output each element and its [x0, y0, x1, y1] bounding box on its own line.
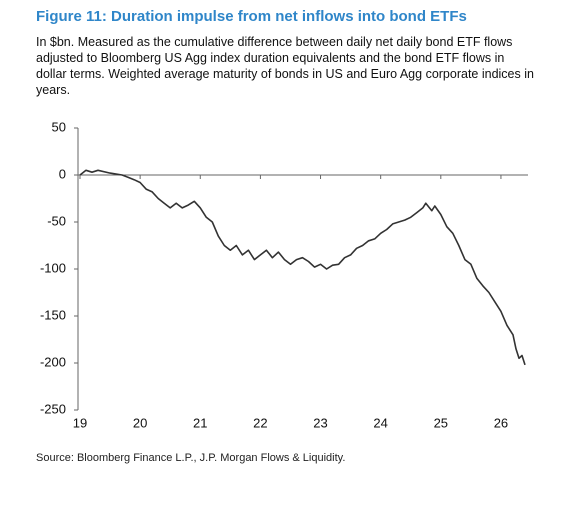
x-tick-label: 25 [434, 415, 448, 430]
data-line [79, 169, 526, 366]
x-tick-label: 23 [313, 415, 327, 430]
x-tick-label: 21 [193, 415, 207, 430]
y-tick-label: -200 [40, 354, 66, 369]
y-tick-label: 0 [59, 166, 66, 181]
source-note: Source: Bloomberg Finance L.P., J.P. Mor… [36, 452, 346, 464]
x-tick-label: 24 [373, 415, 387, 430]
x-tick-label: 26 [494, 415, 508, 430]
x-tick-label: 20 [133, 415, 147, 430]
y-tick-label: 50 [52, 119, 66, 134]
y-tick-label: -250 [40, 401, 66, 416]
x-tick-label: 22 [253, 415, 267, 430]
y-tick-label: -50 [47, 213, 66, 228]
chart: 50 0 -50 -100 -150 -200 -250 19 20 21 22 23 24 25 26 [40, 119, 528, 430]
y-tick-label: -150 [40, 307, 66, 322]
chart-subtitle: In $bn. Measured as the cumulative diffe… [36, 35, 534, 97]
x-tick-label: 19 [73, 415, 87, 430]
y-tick-label: -100 [40, 260, 66, 275]
chart-title: Figure 11: Duration impulse from net inf… [36, 8, 467, 25]
